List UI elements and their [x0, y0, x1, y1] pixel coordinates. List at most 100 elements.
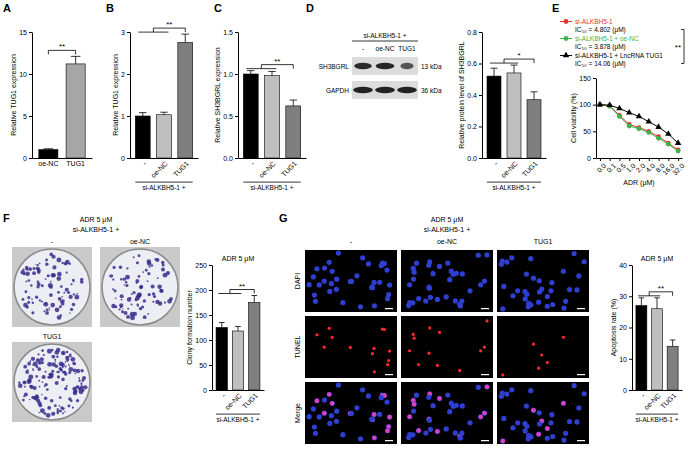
x-axis: -oe-NCTUG1	[483, 159, 547, 180]
colony	[35, 295, 38, 298]
blot-band	[376, 63, 395, 69]
colony	[31, 357, 35, 361]
colony	[109, 275, 111, 277]
colony	[148, 293, 151, 296]
colony	[60, 368, 63, 371]
colony	[41, 300, 43, 302]
error-bar	[511, 65, 518, 73]
y-tick-mark	[479, 158, 482, 159]
error-bar-stem	[185, 34, 186, 42]
y-tick-mark	[29, 74, 32, 75]
colony	[66, 385, 68, 387]
x-axis-line	[33, 158, 93, 159]
plate	[14, 249, 90, 325]
y-tick: 150	[579, 75, 596, 82]
x-tick: TUG1	[521, 160, 539, 178]
nucleus	[459, 299, 464, 304]
nucleus	[548, 288, 553, 293]
scale-bar	[481, 374, 489, 375]
bar	[487, 76, 501, 158]
colony	[47, 274, 50, 277]
nucleus	[327, 289, 332, 294]
y-axis-title: Relative SH3BGRL expression	[214, 47, 222, 143]
colony	[59, 405, 61, 407]
colony	[147, 259, 152, 264]
y-tick: 15	[19, 29, 32, 36]
x-axis-line	[633, 390, 683, 391]
nucleus	[484, 384, 489, 389]
chart-title: ADR 5 μM	[641, 255, 674, 263]
tunel-signal	[437, 396, 441, 400]
series-marker	[655, 123, 661, 129]
nucleus	[416, 296, 421, 301]
colony	[27, 379, 32, 384]
nucleus	[561, 305, 566, 310]
nucleus	[370, 417, 375, 422]
y-tick-mark	[209, 340, 212, 341]
band-size: 13 kDa	[421, 63, 442, 70]
tunel-signal	[412, 402, 416, 406]
tunel-signal	[349, 346, 352, 349]
colony	[141, 286, 143, 288]
colony	[47, 362, 52, 367]
colony	[25, 280, 27, 282]
significance-label: **	[675, 43, 681, 52]
colony	[131, 293, 133, 295]
error-bar-cap	[290, 100, 297, 101]
colony	[41, 349, 44, 352]
colony	[50, 373, 54, 377]
nucleus	[576, 273, 581, 278]
y-axis: 0123	[121, 29, 130, 162]
y-tick-label: 0.5	[223, 113, 233, 120]
bar	[157, 115, 172, 158]
nucleus	[509, 387, 514, 392]
y-tick: 0	[587, 155, 596, 162]
significance-bracket	[681, 30, 684, 64]
colony	[46, 388, 49, 391]
tunel-signal	[479, 349, 482, 352]
colony	[127, 297, 131, 301]
nucleus	[500, 258, 505, 263]
colony	[39, 299, 41, 301]
error-bar	[219, 323, 225, 328]
error-bar-cap	[182, 34, 189, 35]
colony	[54, 404, 57, 407]
nucleus	[459, 431, 464, 436]
panel-letter: D	[306, 2, 314, 14]
colony	[41, 394, 43, 396]
y-tick-mark	[127, 116, 130, 117]
blot-band	[353, 87, 373, 93]
colony	[125, 275, 130, 280]
y-tick-label: 250	[195, 262, 207, 269]
colony	[28, 279, 31, 282]
legend-marker	[563, 52, 569, 58]
colony	[73, 389, 77, 393]
y-tick: 30	[619, 293, 632, 300]
error-bar	[160, 112, 167, 115]
nucleus	[406, 303, 411, 308]
y-tick: 250	[195, 262, 212, 269]
colony	[124, 284, 125, 285]
nucleus	[307, 414, 312, 419]
x-axis: -oe-NCTUG1	[131, 159, 199, 180]
nucleus	[312, 424, 317, 429]
colony	[51, 412, 55, 416]
y-tick-mark	[209, 365, 212, 366]
bar	[286, 106, 301, 158]
error-bar-cap	[251, 295, 257, 296]
y-tick: 0.5	[223, 113, 238, 120]
nucleus	[447, 409, 452, 414]
blot-band	[375, 87, 395, 93]
colony	[56, 258, 61, 263]
colony	[142, 271, 144, 273]
nucleus	[458, 303, 463, 308]
tunel-signal	[532, 343, 535, 346]
colony	[60, 285, 63, 288]
colony	[76, 293, 78, 295]
nucleus	[426, 395, 431, 400]
colony	[48, 309, 50, 311]
colony	[73, 293, 75, 295]
colony	[24, 393, 28, 397]
y-axis-line	[632, 266, 633, 391]
scale-bar	[481, 308, 489, 309]
